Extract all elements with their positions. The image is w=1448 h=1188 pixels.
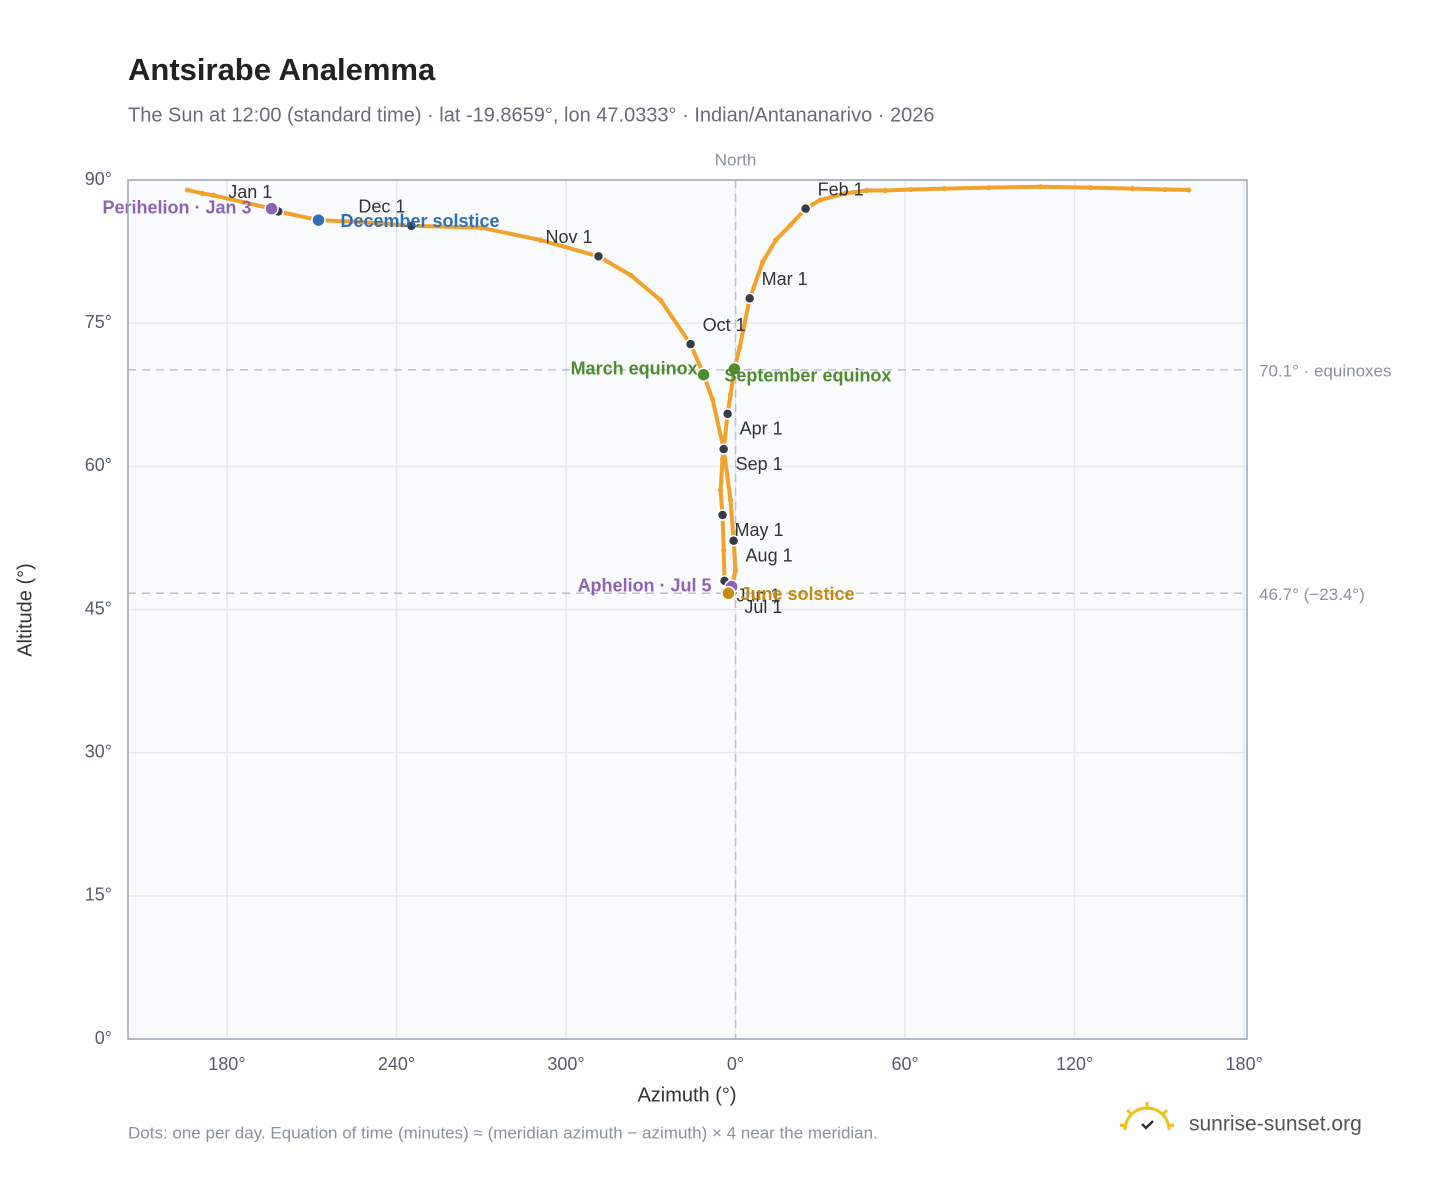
month-label: Jul 1 (744, 597, 782, 617)
day-dot (1186, 187, 1192, 193)
day-dot (842, 190, 849, 196)
x-tick-label: 120° (1056, 1054, 1093, 1074)
month-marker (684, 338, 697, 350)
event-marker (721, 586, 736, 601)
month-marker (716, 509, 729, 521)
day-dot (864, 187, 870, 194)
day-dot (1088, 185, 1094, 191)
chart-subtitle: The Sun at 12:00 (standard time) · lat -… (128, 104, 935, 126)
day-dot (184, 187, 190, 193)
x-axis-label: Azimuth (°) (637, 1084, 736, 1106)
day-dot (199, 190, 205, 196)
day-dot (817, 197, 823, 203)
month-marker (721, 408, 734, 420)
day-dot (357, 219, 364, 225)
month-marker (743, 292, 756, 305)
y-tick-label: 75° (85, 312, 112, 332)
month-marker (727, 535, 740, 547)
reference-label: 46.7° (−23.4°) (1259, 585, 1365, 604)
x-tick-label: 60° (891, 1054, 918, 1074)
day-dot (773, 237, 779, 243)
day-dot (721, 547, 727, 553)
y-tick-label: 30° (85, 741, 112, 761)
y-axis-label: Altitude (°) (14, 563, 36, 657)
day-dot (1038, 184, 1044, 190)
day-dot (908, 186, 914, 193)
event-label: Aphelion · Jul 5 (578, 575, 712, 595)
day-dot (1129, 185, 1136, 192)
month-label: May 1 (735, 520, 784, 540)
reference-label: 70.1° · equinoxes (1259, 361, 1392, 380)
month-label: Aug 1 (746, 546, 793, 566)
day-dot (732, 567, 739, 573)
day-dot (719, 457, 726, 463)
y-tick-label: 0° (95, 1028, 112, 1048)
day-dot (210, 192, 216, 198)
chart-title: Antsirabe Analemma (128, 52, 436, 87)
day-dot (737, 344, 743, 350)
month-marker (592, 250, 605, 263)
month-label: Mar 1 (762, 269, 808, 289)
month-label: Jan 1 (228, 182, 272, 202)
day-dot (788, 222, 794, 228)
event-label: June solstice (740, 584, 854, 604)
event-marker (264, 201, 279, 216)
event-label: September equinox (724, 366, 891, 386)
plot-border (127, 179, 1248, 1040)
y-tick-label: 60° (85, 455, 112, 475)
event-label: December solstice (340, 211, 499, 231)
meridian-label: North (715, 150, 757, 169)
x-tick-label: 180° (208, 1054, 245, 1074)
day-dot (986, 185, 992, 191)
month-label: Apr 1 (740, 419, 783, 439)
day-dot (882, 187, 888, 194)
event-label: Perihelion · Jan 3 (103, 197, 252, 217)
month-marker (799, 202, 812, 215)
brand-name: sunrise-sunset.org (1189, 1113, 1362, 1136)
day-dot (760, 259, 766, 265)
month-label: Jun 1 (737, 586, 781, 606)
day-dot (537, 237, 544, 243)
day-dot (710, 396, 716, 403)
month-marker (717, 443, 730, 455)
day-dot (628, 272, 634, 279)
brand-logo (1119, 1102, 1175, 1131)
month-label: Oct 1 (703, 315, 746, 335)
day-dot (717, 487, 724, 493)
y-tick-label: 45° (85, 598, 112, 618)
day-dot (727, 497, 734, 503)
footnote: Dots: one per day. Equation of time (min… (128, 1123, 878, 1142)
month-marker (405, 220, 418, 232)
x-tick-label: 180° (1226, 1054, 1263, 1074)
event-label: March equinox (571, 358, 698, 378)
day-dot (727, 392, 734, 398)
month-label: Dec 1 (358, 197, 405, 217)
month-label: Nov 1 (545, 227, 592, 247)
day-dot (1162, 186, 1168, 193)
x-tick-label: 0° (727, 1054, 744, 1074)
event-marker (727, 361, 742, 377)
month-label: Sep 1 (736, 454, 783, 474)
day-dot (942, 185, 948, 192)
month-label: Feb 1 (818, 179, 864, 199)
day-dot (658, 297, 664, 303)
y-tick-label: 15° (85, 885, 112, 905)
x-tick-label: 300° (547, 1054, 584, 1074)
event-marker (311, 212, 326, 228)
event-marker (696, 367, 711, 382)
day-dot (478, 225, 484, 231)
y-tick-label: 90° (85, 169, 112, 189)
x-tick-label: 240° (378, 1054, 415, 1074)
